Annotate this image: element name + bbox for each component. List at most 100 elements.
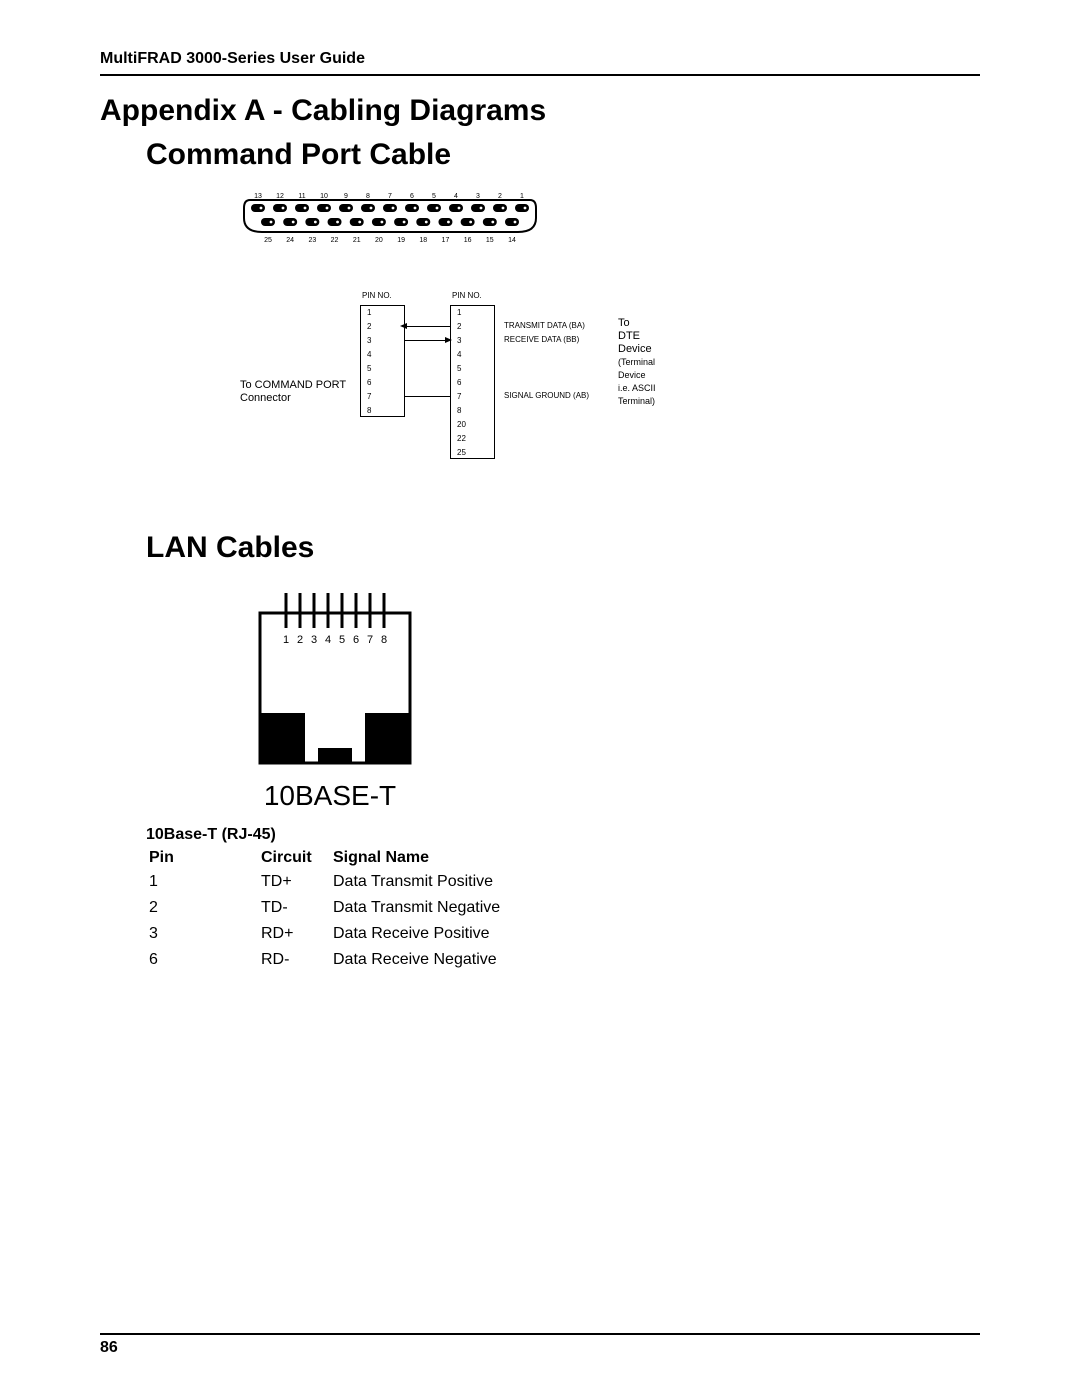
svg-text:15: 15 xyxy=(486,237,494,244)
svg-text:22: 22 xyxy=(331,237,339,244)
svg-text:8: 8 xyxy=(381,634,387,646)
section-2-title: LAN Cables xyxy=(146,531,980,565)
right-pin-row: 1 xyxy=(451,306,494,320)
svg-text:9: 9 xyxy=(344,193,348,200)
right-pin-row: 25 xyxy=(451,446,494,460)
right-label-l5: Device xyxy=(618,370,646,380)
arrow-head-icon xyxy=(400,323,407,329)
left-pin-row: 2 xyxy=(361,320,404,334)
wire-pin-3 xyxy=(405,340,445,341)
left-pin-row: 8 xyxy=(361,404,404,418)
left-pin-row: 3 xyxy=(361,334,404,348)
svg-text:8: 8 xyxy=(366,193,370,200)
table-cell: Data Transmit Negative xyxy=(332,896,518,920)
svg-text:2: 2 xyxy=(297,634,303,646)
svg-text:10: 10 xyxy=(320,193,328,200)
right-label-l2: DTE xyxy=(618,330,640,342)
footer-rule xyxy=(100,1333,980,1335)
svg-text:6: 6 xyxy=(353,634,359,646)
right-pin-row: 6 xyxy=(451,376,494,390)
arrow-head-icon xyxy=(445,337,452,343)
svg-text:12: 12 xyxy=(276,193,284,200)
left-pin-column: 12345678 xyxy=(360,305,405,417)
svg-text:21: 21 xyxy=(353,237,361,244)
col-signal: Signal Name xyxy=(332,848,518,868)
svg-text:11: 11 xyxy=(298,193,305,200)
svg-text:6: 6 xyxy=(410,193,414,200)
appendix-title: Appendix A - Cabling Diagrams xyxy=(100,94,980,128)
col-pin: Pin xyxy=(148,848,258,868)
svg-text:25: 25 xyxy=(264,237,272,244)
table-cell: 1 xyxy=(148,870,258,894)
table-cell: 2 xyxy=(148,896,258,920)
svg-text:1: 1 xyxy=(520,193,524,200)
svg-text:19: 19 xyxy=(397,237,405,244)
signal-label-3: RECEIVE DATA (BB) xyxy=(504,335,579,344)
table-cell: TD+ xyxy=(260,870,330,894)
guide-title: MultiFRAD 3000-Series User Guide xyxy=(100,50,980,68)
table-cell: Data Transmit Positive xyxy=(332,870,518,894)
doc-header: MultiFRAD 3000-Series User Guide xyxy=(100,50,980,76)
right-pin-column: 12345678202225 xyxy=(450,305,495,459)
svg-text:3: 3 xyxy=(476,193,480,200)
rj45-pin-table: Pin Circuit Signal Name 1TD+Data Transmi… xyxy=(146,846,520,974)
left-label-line2: Connector xyxy=(240,392,291,404)
svg-text:5: 5 xyxy=(432,193,436,200)
right-pin-row: 2 xyxy=(451,320,494,334)
svg-text:17: 17 xyxy=(442,237,450,244)
table-row: 3RD+Data Receive Positive xyxy=(148,922,518,946)
left-pin-row: 7 xyxy=(361,390,404,404)
table-header-row: Pin Circuit Signal Name xyxy=(148,848,518,868)
table-cell: Data Receive Positive xyxy=(332,922,518,946)
right-pin-row: 8 xyxy=(451,404,494,418)
svg-text:18: 18 xyxy=(419,237,427,244)
right-pin-row: 4 xyxy=(451,348,494,362)
pin-table-title: 10Base-T (RJ-45) xyxy=(146,826,980,844)
table-cell: RD- xyxy=(260,948,330,972)
right-pin-row: 22 xyxy=(451,432,494,446)
svg-text:3: 3 xyxy=(311,634,317,646)
section-1-title: Command Port Cable xyxy=(146,138,980,172)
table-row: 6RD-Data Receive Negative xyxy=(148,948,518,972)
svg-text:7: 7 xyxy=(388,193,392,200)
right-label-l6: i.e. ASCII xyxy=(618,383,656,393)
left-connector-label: To COMMAND PORT Connector xyxy=(240,379,346,405)
right-pin-row: 5 xyxy=(451,362,494,376)
svg-text:16: 16 xyxy=(464,237,472,244)
rj45-diagram: 12345678 10BASE-T xyxy=(240,583,980,812)
svg-text:13: 13 xyxy=(254,193,262,200)
right-pin-row: 3 xyxy=(451,334,494,348)
rj45-caption: 10BASE-T xyxy=(240,780,420,812)
db25-connector-diagram: 13121110987654321 2524232221201918171615… xyxy=(240,188,980,253)
left-pin-row: 4 xyxy=(361,348,404,362)
wire-pin-2 xyxy=(405,326,450,327)
signal-label-2: TRANSMIT DATA (BA) xyxy=(504,321,585,330)
left-label-line1: To COMMAND PORT xyxy=(240,379,346,391)
svg-text:1: 1 xyxy=(283,634,289,646)
svg-text:14: 14 xyxy=(508,237,516,244)
svg-text:2: 2 xyxy=(498,193,502,200)
left-pin-row: 5 xyxy=(361,362,404,376)
signal-label-7: SIGNAL GROUND (AB) xyxy=(504,391,589,400)
left-pin-row: 1 xyxy=(361,306,404,320)
svg-text:23: 23 xyxy=(308,237,316,244)
wire-pin-7 xyxy=(405,396,450,397)
command-port-pinout: PIN NO. PIN NO. 12345678 12345678202225 … xyxy=(100,291,980,501)
table-cell: Data Receive Negative xyxy=(332,948,518,972)
table-row: 1TD+Data Transmit Positive xyxy=(148,870,518,894)
page-footer: 86 xyxy=(100,1333,980,1357)
left-pin-row: 6 xyxy=(361,376,404,390)
right-label-l1: To xyxy=(618,317,630,329)
svg-text:4: 4 xyxy=(325,634,331,646)
right-connector-label: To DTE Device (Terminal Device i.e. ASCI… xyxy=(618,317,656,408)
right-pin-row: 7 xyxy=(451,390,494,404)
table-cell: RD+ xyxy=(260,922,330,946)
svg-text:24: 24 xyxy=(286,237,294,244)
col-circuit: Circuit xyxy=(260,848,330,868)
svg-text:7: 7 xyxy=(367,634,373,646)
svg-text:4: 4 xyxy=(454,193,458,200)
table-row: 2TD-Data Transmit Negative xyxy=(148,896,518,920)
svg-text:20: 20 xyxy=(375,237,383,244)
table-cell: 6 xyxy=(148,948,258,972)
right-label-l7: Terminal) xyxy=(618,396,655,406)
